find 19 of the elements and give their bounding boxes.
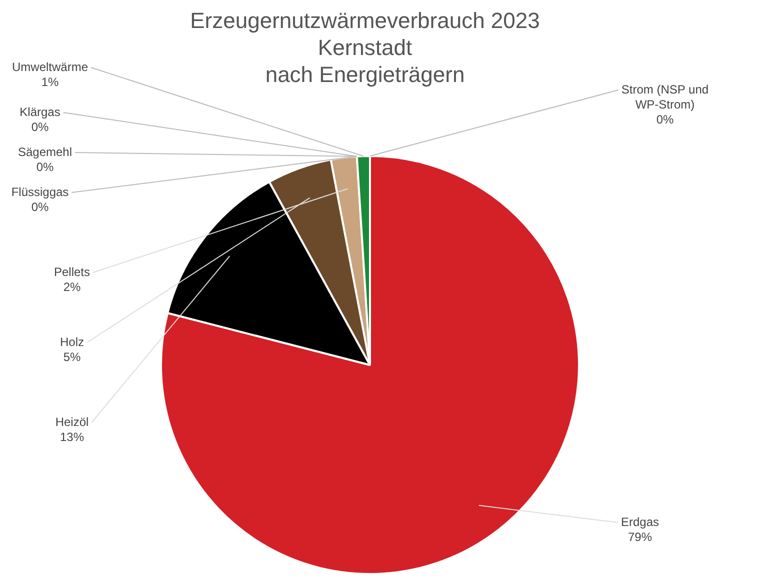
data-label: 2% — [63, 280, 81, 294]
data-label: 1% — [41, 74, 59, 89]
category-label: Klärgas — [20, 104, 60, 119]
category-label: Flüssiggas — [11, 184, 69, 199]
chart-title: Erzeugernutzwärmeverbrauch 2023 Kernstadt nach Energieträgern — [190, 8, 540, 88]
category-label: Strom (NSP und WP-Strom) — [621, 82, 709, 112]
slice-label: Heizöl — [55, 414, 89, 429]
slice-label: Umweltwärme — [12, 60, 88, 74]
slice-label: Erdgas — [620, 514, 660, 529]
category-label: Sägemehl — [18, 144, 72, 159]
data-label: 5% — [63, 350, 81, 364]
slice-label: Holz — [60, 334, 84, 349]
text: 0% — [31, 200, 49, 214]
text: 0% — [31, 120, 49, 134]
text: 0% — [36, 160, 54, 174]
data-label: 13% — [60, 430, 84, 444]
text: 0% — [656, 112, 674, 126]
data-label: 79% — [628, 530, 652, 544]
slice-label: Pellets — [54, 264, 90, 279]
